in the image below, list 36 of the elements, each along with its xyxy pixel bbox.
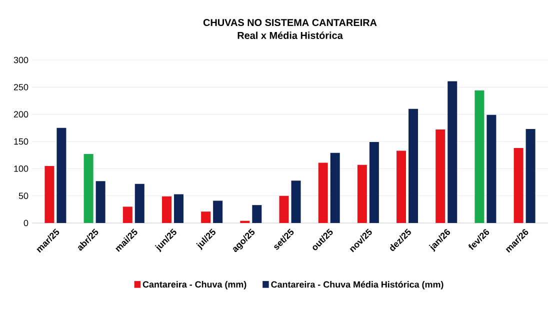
- y-tick-label: 50: [18, 192, 28, 200]
- y-tick-label: 150: [14, 138, 28, 145]
- bar: [514, 148, 524, 223]
- bar: [213, 200, 223, 223]
- y-tick-label: 250: [14, 84, 28, 90]
- bar: [174, 194, 184, 223]
- bar: [408, 108, 418, 223]
- legend-label: Cantareira - Chuva (mm): [142, 281, 246, 290]
- bar: [279, 196, 289, 223]
- bar: [291, 180, 301, 223]
- y-tick-label: 0: [24, 220, 28, 226]
- bar: [369, 142, 379, 223]
- bar: [84, 154, 94, 223]
- y-tick-label: 100: [14, 165, 28, 172]
- bar: [134, 184, 144, 223]
- bar: [526, 129, 536, 223]
- y-tick-label: 200: [14, 111, 28, 118]
- bar: [436, 130, 446, 223]
- bar: [474, 90, 484, 223]
- bar: [396, 150, 406, 223]
- chart-subtitle: Real x Média Histórica: [238, 32, 343, 39]
- bar: [201, 212, 211, 223]
- bar: [318, 162, 328, 223]
- bar: [330, 152, 340, 223]
- legend-label: Cantareira - Chuva Média Histórica (mm): [271, 280, 444, 290]
- bar: [56, 128, 66, 223]
- bar: [357, 164, 367, 223]
- bar: [162, 196, 172, 223]
- y-tick-label: 300: [14, 56, 28, 64]
- bar: [96, 181, 106, 223]
- bar: [448, 81, 458, 223]
- chart-title: CHUVAS NO SISTEMA CANTAREIRA: [203, 19, 377, 26]
- bar: [122, 206, 132, 223]
- bar: [486, 114, 496, 223]
- bar: [252, 205, 262, 223]
- bar: [44, 166, 54, 223]
